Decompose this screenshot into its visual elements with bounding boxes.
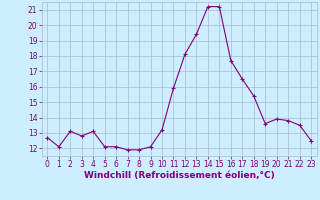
X-axis label: Windchill (Refroidissement éolien,°C): Windchill (Refroidissement éolien,°C) xyxy=(84,171,275,180)
